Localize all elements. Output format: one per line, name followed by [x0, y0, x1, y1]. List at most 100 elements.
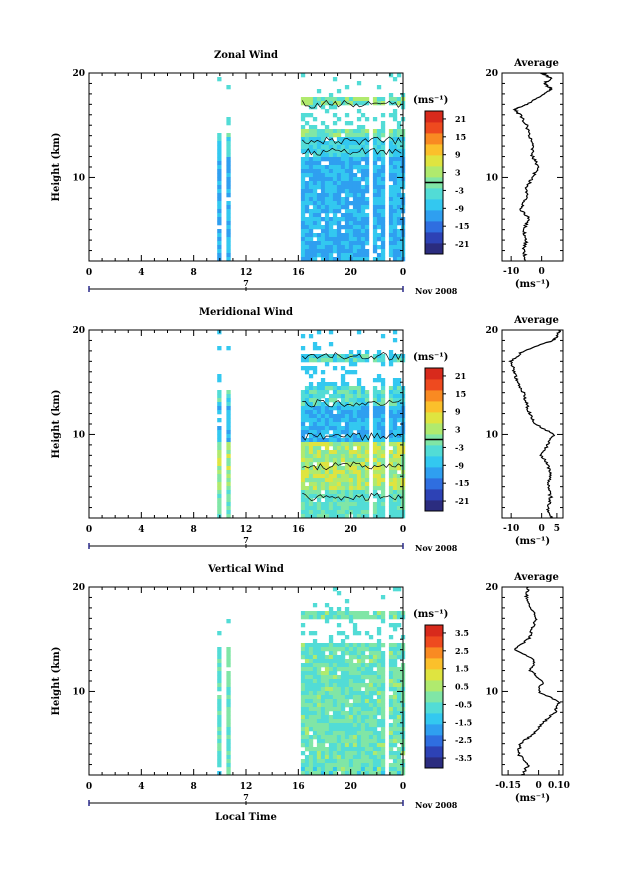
x-tick-label: 4 [138, 268, 144, 278]
profile-y-tick-label: 10 [485, 687, 498, 697]
colorbar-tick-label: -0.5 [455, 699, 472, 709]
colorbar-segment [425, 680, 443, 692]
colorbar-segment [425, 669, 443, 681]
x-axis: 0 4 8 12 16 20 0 7 Nov 2008 [86, 330, 458, 553]
colorbar-tick-label: -3 [455, 442, 464, 452]
colorbar-unit: (ms⁻¹) [413, 352, 448, 363]
profile-x-tick-label: -10 [503, 524, 519, 534]
day-label: 7 [243, 278, 249, 288]
y-axis-label: Height (km) [51, 647, 62, 716]
x-tick-label: 0 [86, 782, 92, 792]
x-tick-label: 4 [138, 782, 144, 792]
x-tick-label: 0 [400, 268, 406, 278]
colorbar-tick-label: -9 [455, 203, 464, 213]
colorbar-tick-label: 2.5 [455, 646, 469, 656]
colorbar-segment [425, 691, 443, 703]
profile-x-tick-label: 0.10 [548, 781, 570, 791]
y-axis-label: Height (km) [51, 133, 62, 202]
panel-title: Zonal Wind [214, 50, 278, 61]
colorbar-segment [425, 456, 443, 468]
profile-title: Average [513, 572, 559, 583]
x-tick-label: 0 [86, 268, 92, 278]
y-tick-label: 10 [72, 430, 85, 440]
colorbar-segment [425, 368, 443, 380]
x-tick-label: 0 [86, 525, 92, 535]
colorbar-frame [424, 624, 444, 769]
month-label: Nov 2008 [415, 800, 458, 810]
colorbar: (ms⁻¹) 21 15 9 3 -3 -9 -15 -21 [413, 352, 469, 512]
colorbar-tick-label: -3.5 [455, 753, 472, 763]
x-tick-label: 20 [344, 268, 357, 278]
colorbar-segment [425, 199, 443, 211]
colorbar-segment [425, 625, 443, 637]
heatmap-cells [217, 587, 406, 776]
profile-y-tick-label: 20 [485, 69, 498, 79]
colorbar-segment [425, 445, 443, 457]
colorbar-unit: (ms⁻¹) [413, 95, 448, 106]
panel-title: Meridional Wind [199, 307, 293, 318]
colorbar-segment [425, 390, 443, 402]
colorbar-segment [425, 757, 443, 769]
x-tick-label: 0 [400, 782, 406, 792]
colorbar-tick-label: -9 [455, 460, 464, 470]
profile-x-label: (ms⁻¹) [515, 793, 550, 804]
profile-y-tick-label: 10 [485, 430, 498, 440]
colorbar-segment [425, 423, 443, 435]
zero-contours [301, 99, 402, 156]
y-tick-label: 20 [72, 583, 85, 593]
colorbar-segment [425, 746, 443, 758]
colorbar-tick-label: -21 [455, 496, 469, 506]
colorbar-segment [425, 379, 443, 391]
x-tick-label: 12 [240, 268, 253, 278]
profile-line [508, 329, 561, 519]
y-tick-label: 20 [72, 69, 85, 79]
y-tick-label: 10 [72, 687, 85, 697]
colorbar-tick-label: -2.5 [455, 735, 472, 745]
colorbar-segment [425, 210, 443, 222]
colorbar-tick-label: -15 [455, 478, 469, 488]
colorbar-tick-label: 9 [455, 150, 461, 160]
profile-x-tick-label: -0.15 [495, 781, 521, 791]
profile-x-tick-label: -10 [503, 267, 519, 277]
x-axis: 0 4 8 12 16 20 0 7 Nov 2008 [86, 73, 458, 296]
profile-x-label: (ms⁻¹) [515, 279, 550, 290]
colorbar-tick-label: 15 [455, 132, 466, 142]
y-tick-label: 10 [72, 173, 85, 183]
month-label: Nov 2008 [415, 543, 458, 553]
colorbar-segment [425, 188, 443, 200]
profile-title: Average [513, 315, 559, 326]
colorbar-segment [425, 221, 443, 233]
colorbar-tick-label: 1.5 [455, 664, 469, 674]
colorbar-segment [425, 735, 443, 747]
colorbar-tick-label: 3 [455, 425, 461, 435]
colorbar-segment [425, 133, 443, 145]
colorbar-segment [425, 412, 443, 424]
profile-x-label: (ms⁻¹) [515, 536, 550, 547]
colorbar-tick-label: -21 [455, 239, 469, 249]
profile-line [514, 586, 561, 776]
colorbar-tick-label: 3 [455, 168, 461, 178]
colorbar-segment [425, 713, 443, 725]
colorbar-tick-label: 0.5 [455, 682, 469, 692]
colorbar-segment [425, 166, 443, 178]
colorbar-tick-label: 15 [455, 389, 466, 399]
colorbar-tick-label: -15 [455, 221, 469, 231]
profile-line [512, 72, 553, 262]
x-tick-label: 12 [240, 525, 253, 535]
day-label: 7 [243, 535, 249, 545]
colorbar-segment [425, 401, 443, 413]
x-tick-label: 16 [292, 525, 305, 535]
colorbar-tick-label: 21 [455, 371, 466, 381]
profile-x-tick-label: 5 [554, 524, 560, 534]
colorbar-segment [425, 702, 443, 714]
colorbar-segment [425, 155, 443, 167]
profile-x-tick-label: 0 [539, 524, 545, 534]
colorbar-segment [425, 724, 443, 736]
colorbar-segment [425, 636, 443, 648]
